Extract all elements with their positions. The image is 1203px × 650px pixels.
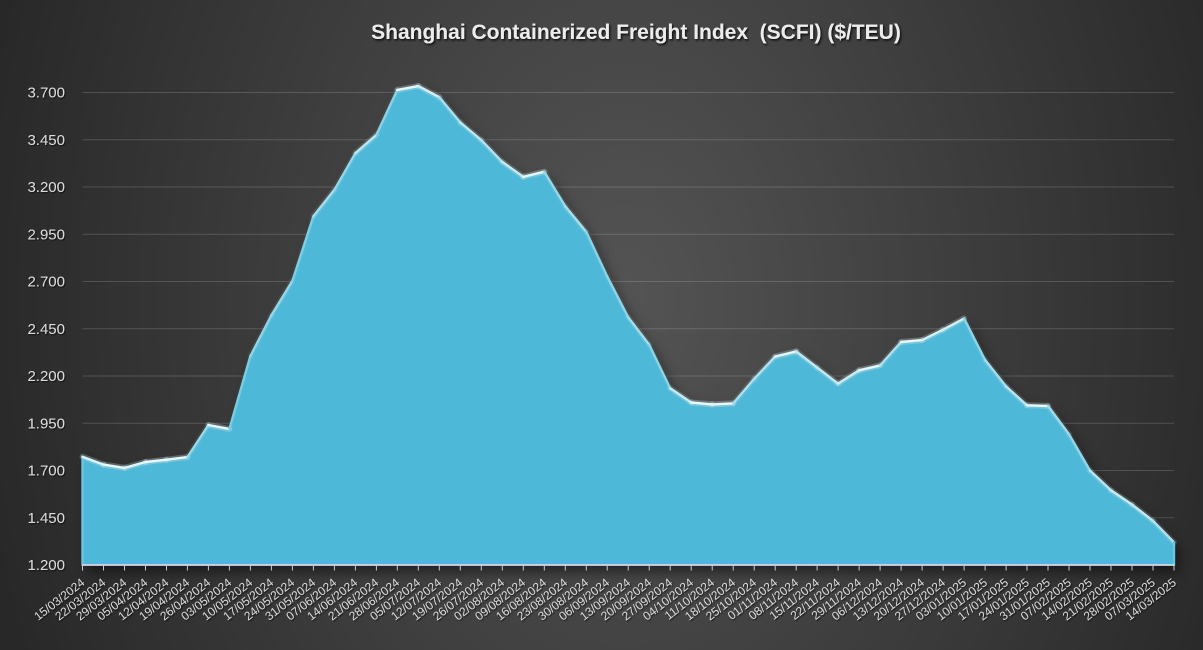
svg-text:3.450: 3.450	[27, 132, 65, 149]
svg-text:1.200: 1.200	[27, 557, 65, 574]
svg-text:2.700: 2.700	[27, 274, 65, 291]
svg-text:3.200: 3.200	[27, 179, 65, 196]
svg-text:2.450: 2.450	[27, 321, 65, 338]
svg-text:1.950: 1.950	[27, 415, 65, 432]
svg-text:1.700: 1.700	[27, 463, 65, 480]
svg-text:2.950: 2.950	[27, 226, 65, 243]
svg-text:1.450: 1.450	[27, 510, 65, 527]
svg-text:3.700: 3.700	[27, 85, 65, 102]
svg-text:Shanghai Containerized Freight: Shanghai Containerized Freight Index (SC…	[371, 21, 901, 44]
svg-text:2.200: 2.200	[27, 368, 65, 385]
